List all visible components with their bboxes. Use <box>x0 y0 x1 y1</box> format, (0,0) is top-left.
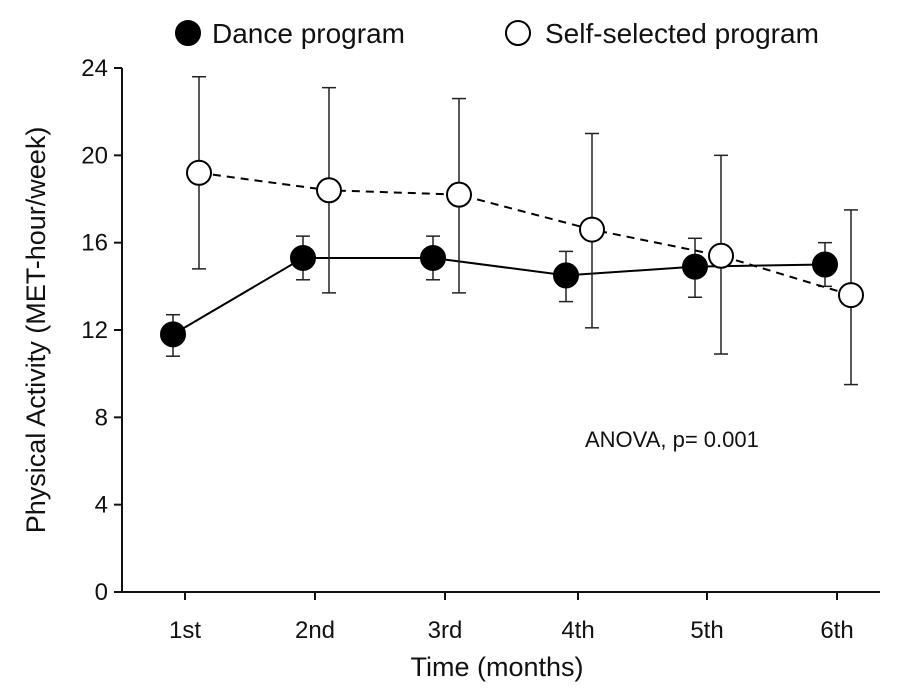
legend-marker-dance <box>175 20 201 46</box>
point-dance-2nd <box>290 244 316 271</box>
y-tick-label-24: 24 <box>81 55 108 82</box>
x-axis-title: Time (months) <box>410 652 583 682</box>
series-layer <box>160 75 864 386</box>
x-tick-label-3rd: 3rd <box>428 617 463 644</box>
series-line-self-selected <box>198 171 852 297</box>
y-tick-label-12: 12 <box>81 317 108 344</box>
axes: 0 4 8 12 16 20 24 1st 2nd 3rd 4th 5th 6th <box>81 55 880 644</box>
series-self-selected <box>186 75 864 386</box>
point-self-selected-4th <box>579 216 605 243</box>
x-tick-label-4th: 4th <box>561 617 594 644</box>
point-dance-3rd <box>420 244 446 271</box>
legend-label-self-selected: Self-selected program <box>545 18 819 49</box>
series-dance <box>160 235 838 357</box>
point-self-selected-1st <box>186 159 212 186</box>
y-tick-label-8: 8 <box>95 404 108 431</box>
point-dance-1st <box>160 321 186 348</box>
y-ticks: 0 4 8 12 16 20 24 <box>81 55 122 606</box>
legend: Dance program Self-selected program <box>175 18 819 49</box>
legend-marker-self-selected <box>505 20 531 46</box>
anova-annotation: ANOVA, p= 0.001 <box>585 427 759 452</box>
point-dance-4th <box>553 262 579 289</box>
point-dance-6th <box>812 251 838 278</box>
series-line-dance <box>172 256 826 336</box>
x-tick-label-2nd: 2nd <box>295 617 335 644</box>
x-tick-label-1st: 1st <box>169 617 201 644</box>
y-axis-title: Physical Activity (MET-hour/week) <box>21 127 51 534</box>
y-tick-label-16: 16 <box>81 230 108 257</box>
x-tick-label-6th: 6th <box>820 617 853 644</box>
point-self-selected-3rd <box>446 181 472 208</box>
x-tick-label-5th: 5th <box>690 617 723 644</box>
point-self-selected-6th <box>838 282 864 309</box>
legend-label-dance: Dance program <box>212 18 405 49</box>
y-tick-label-4: 4 <box>95 492 108 519</box>
point-self-selected-2nd <box>316 177 342 204</box>
x-ticks: 1st 2nd 3rd 4th 5th 6th <box>169 592 854 644</box>
y-tick-label-0: 0 <box>95 579 108 606</box>
point-dance-5th <box>682 253 708 280</box>
point-self-selected-5th <box>708 242 734 269</box>
y-tick-label-20: 20 <box>81 142 108 169</box>
